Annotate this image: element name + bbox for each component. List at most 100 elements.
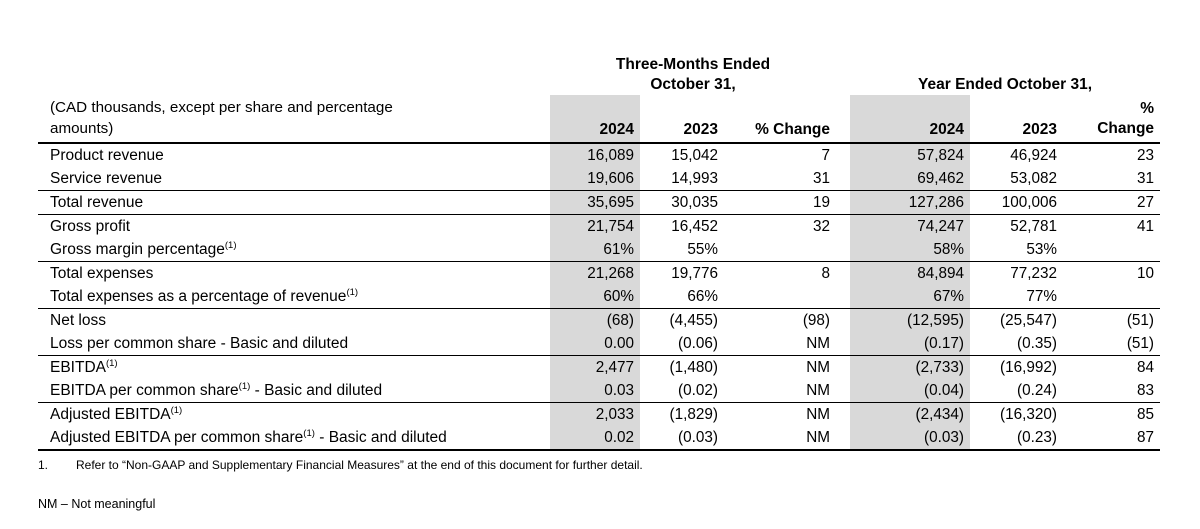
value-cell: 31	[724, 167, 837, 191]
value-cell: (68)	[550, 308, 640, 332]
row-label: EBITDA(1)	[50, 357, 118, 376]
value-cell: (0.23)	[970, 426, 1064, 451]
col-header-year-change: % Change	[1063, 95, 1161, 144]
column-gap	[836, 309, 850, 333]
row-label: Total expenses as a percentage of revenu…	[38, 285, 550, 309]
page: Three-Months Ended October 31, Year Ende…	[38, 30, 1200, 511]
value-cell: (51)	[1063, 332, 1161, 356]
value-cell: 16,089	[550, 143, 640, 167]
column-gap	[836, 95, 851, 144]
footnote-ref: (1)	[346, 286, 359, 298]
table-row-gross-margin-percentage: Gross margin percentage(1) 61% 55% 58% 5…	[38, 238, 1161, 262]
column-gap	[836, 143, 850, 167]
value-cell: 27	[1063, 190, 1161, 215]
value-cell: 52,781	[1010, 218, 1058, 235]
value-cell: (0.02)	[640, 379, 724, 403]
column-gap	[836, 190, 851, 215]
footnote: 1. Refer to “Non-GAAP and Supplementary …	[38, 458, 1200, 473]
value-cell: 69,462	[850, 167, 971, 191]
value-cell: 127,286	[850, 190, 971, 215]
col-header-year-change-line1: %	[1140, 100, 1155, 117]
value-cell: 8	[821, 265, 831, 282]
value-cell: 58%	[850, 238, 971, 262]
value-cell: 10	[1137, 265, 1155, 282]
group-header-spacer	[38, 30, 550, 95]
value-cell: (25,547)	[1000, 312, 1058, 329]
value-cell: (2,434)	[850, 402, 971, 426]
value-cell: 66%	[640, 285, 724, 309]
value-cell: NM	[724, 379, 837, 403]
value-cell: 23	[1137, 147, 1155, 164]
column-gap	[836, 332, 851, 356]
column-gap	[836, 285, 851, 309]
value-cell: 57,824	[850, 143, 971, 167]
value-cell	[1063, 238, 1161, 262]
column-gap	[836, 379, 851, 403]
value-cell: 87	[1063, 426, 1161, 451]
row-label: EBITDA per common share(1) - Basic and d…	[38, 379, 550, 403]
value-cell: 14,993	[640, 167, 724, 191]
unit-note: (CAD thousands, except per share and per…	[50, 99, 393, 137]
table-row-loss-per-common-share: Loss per common share - Basic and dilute…	[38, 332, 1161, 356]
value-cell: 2,033	[550, 402, 640, 426]
value-cell: 16,452	[671, 218, 718, 235]
value-cell: 32	[813, 218, 831, 235]
column-gap	[836, 403, 850, 427]
table-row-total-revenue: Total revenue 35,695 30,035 19 127,286 1…	[38, 190, 1161, 215]
value-cell	[1063, 285, 1161, 309]
value-cell: (4,455)	[669, 312, 718, 329]
table-row-adjusted-ebitda-per-common-share: Adjusted EBITDA per common share(1) - Ba…	[38, 426, 1161, 451]
value-cell: 67%	[850, 285, 971, 309]
footnote-ref: (1)	[105, 357, 118, 369]
value-cell: 30,035	[640, 190, 724, 215]
value-cell: 21,754	[550, 214, 640, 238]
row-label: Product revenue	[50, 147, 164, 164]
value-cell: 85	[1137, 406, 1155, 423]
table-row-ebitda: EBITDA(1) 2,477 (1,480) NM (2,733) (16,9…	[38, 355, 1160, 379]
table-row-net-loss: Net loss (68) (4,455) (98) (12,595) (25,…	[38, 308, 1160, 333]
unit-note-cell: (CAD thousands, except per share and per…	[38, 95, 550, 144]
value-cell: (0.03)	[640, 426, 724, 451]
row-label: Total revenue	[38, 190, 550, 215]
row-label: Gross profit	[50, 218, 131, 235]
value-cell: 15,042	[671, 147, 718, 164]
footnote-number: 1.	[38, 458, 49, 472]
column-header-row: (CAD thousands, except per share and per…	[38, 95, 1161, 144]
value-cell: (0.17)	[850, 332, 971, 356]
value-cell: NM	[724, 426, 837, 451]
value-cell: 19	[724, 190, 837, 215]
value-cell: (0.04)	[850, 379, 971, 403]
value-cell: 74,247	[850, 214, 971, 238]
value-cell: 19,776	[671, 265, 718, 282]
group-header-line2: October 31,	[650, 76, 736, 93]
value-cell: 46,924	[1010, 147, 1058, 164]
value-cell: (0.35)	[970, 332, 1064, 356]
column-gap	[836, 426, 851, 451]
table-row-product-revenue: Product revenue 16,089 15,042 7 57,824 4…	[38, 143, 1160, 167]
footnote-ref: (1)	[170, 404, 183, 416]
value-cell: NM	[806, 359, 831, 376]
row-label: Net loss	[50, 312, 106, 329]
value-cell: (16,320)	[1000, 406, 1058, 423]
group-header-three-months: Three-Months Ended October 31,	[550, 30, 836, 95]
table-row-gross-profit: Gross profit 21,754 16,452 32 74,247 52,…	[38, 214, 1160, 239]
footnote-text: Refer to “Non-GAAP and Supplementary Fin…	[76, 458, 643, 472]
col-header-year-2023: 2023	[970, 95, 1064, 144]
value-cell: 0.03	[550, 379, 640, 403]
value-cell: (2,733)	[850, 355, 971, 379]
value-cell: 84	[1137, 359, 1155, 376]
value-cell: (0.06)	[640, 332, 724, 356]
row-label: Adjusted EBITDA(1)	[50, 404, 183, 423]
table-row-adjusted-ebitda: Adjusted EBITDA(1) 2,033 (1,829) NM (2,4…	[38, 402, 1160, 427]
table-row-total-expenses: Total expenses 21,268 19,776 8 84,894 77…	[38, 261, 1160, 285]
table-row-ebitda-per-common-share: EBITDA per common share(1) - Basic and d…	[38, 379, 1161, 403]
value-cell: 41	[1137, 218, 1155, 235]
value-cell: (0.24)	[970, 379, 1064, 403]
value-cell: (0.03)	[850, 426, 971, 451]
col-header-year-2024: 2024	[850, 95, 971, 144]
value-cell: 77,232	[1010, 265, 1058, 282]
row-label: Service revenue	[38, 167, 550, 191]
value-cell: 55%	[640, 238, 724, 262]
column-gap	[836, 215, 850, 239]
col-header-year-change-line2: Change	[1097, 120, 1155, 137]
